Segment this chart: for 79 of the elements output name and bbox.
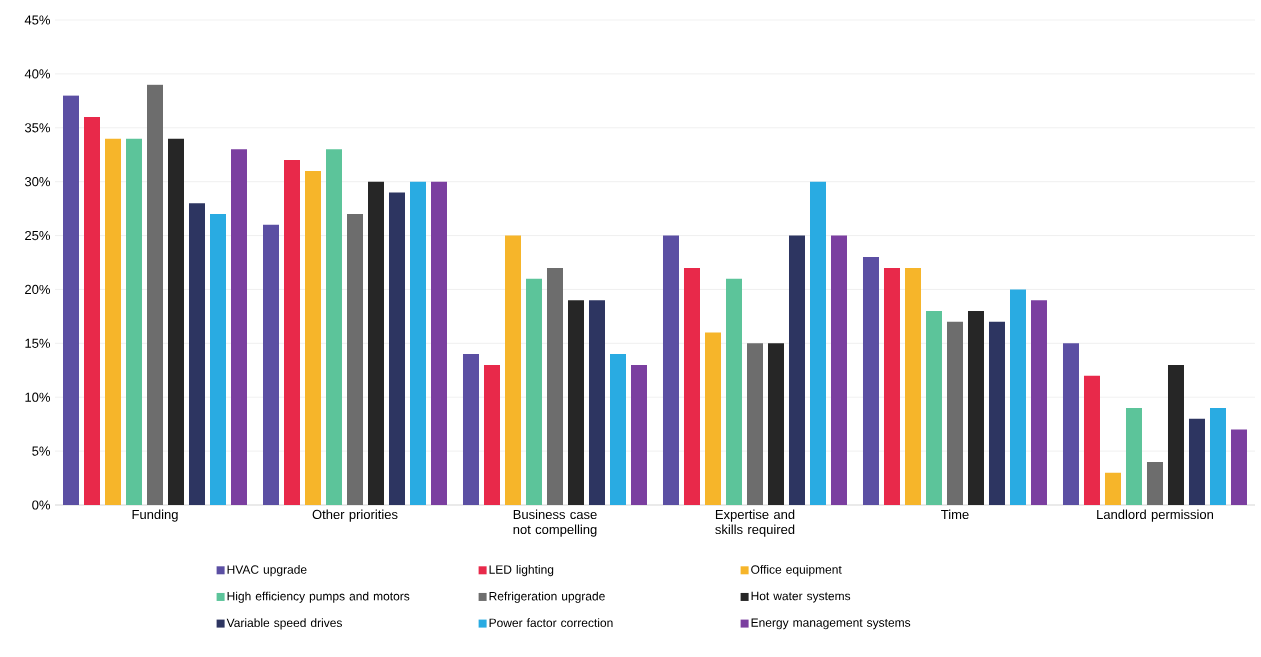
y-tick-label: 45%: [24, 15, 51, 25]
bar: [705, 332, 721, 505]
y-tick-label: 5%: [32, 446, 51, 456]
x-tick-label: Expertise and skills required: [715, 509, 795, 537]
legend-label: LED lighting: [489, 564, 554, 577]
bar: [684, 267, 700, 505]
legend-label: Hot water systems: [751, 591, 851, 603]
bar: [884, 267, 900, 505]
bar: [526, 278, 542, 505]
bar: [589, 300, 605, 505]
bar: [1125, 408, 1142, 505]
bar: [831, 235, 847, 505]
bar: [1209, 408, 1226, 505]
bar: [768, 343, 784, 505]
x-tick-label: Landlord permission: [1097, 509, 1214, 522]
bar: [284, 160, 300, 505]
legend-label: Power factor correction: [489, 618, 613, 628]
bar: [610, 354, 626, 505]
x-tick-label: Time: [941, 509, 969, 520]
legend-label: Refrigeration upgrade: [489, 591, 605, 603]
bar: [568, 300, 584, 505]
bar: [368, 181, 384, 505]
bar: [726, 278, 742, 505]
bar: [1010, 289, 1026, 505]
bar: [1062, 343, 1079, 505]
bar: [1031, 300, 1047, 505]
bar: [505, 235, 521, 505]
x-tick-label: Funding: [132, 509, 178, 522]
bar: [663, 235, 679, 505]
bar: [968, 311, 984, 505]
bar: [926, 311, 942, 505]
bar: [389, 192, 405, 505]
bar: [1104, 472, 1121, 505]
bar: [126, 138, 142, 505]
bar: [147, 84, 163, 505]
bar: [989, 321, 1005, 505]
bar: [305, 170, 321, 505]
y-tick-label: 40%: [24, 69, 51, 79]
y-tick-label: 30%: [24, 177, 51, 187]
legend-label: Office equipment: [751, 564, 842, 577]
bar: [1146, 461, 1163, 505]
bar: [747, 343, 763, 505]
y-tick-label: 15%: [25, 338, 51, 348]
y-tick-label: 0%: [32, 500, 51, 510]
legend-label: HVAC upgrade: [227, 564, 307, 577]
legend-label: Variable speed drives: [226, 618, 342, 630]
bar: [631, 364, 647, 505]
bar: [168, 138, 184, 505]
bar: [789, 235, 805, 505]
bar: [484, 364, 500, 505]
bar: [347, 214, 363, 505]
bar: [63, 95, 79, 505]
bar: [189, 203, 205, 505]
bar: [547, 267, 563, 505]
bar: [210, 214, 226, 505]
y-tick-label: 25%: [25, 230, 51, 241]
bar: [863, 257, 879, 505]
bar: [1188, 418, 1205, 505]
bar: [84, 117, 100, 505]
y-tick-label: 20%: [25, 284, 51, 295]
y-tick-label: 35%: [24, 123, 51, 133]
bar: [1167, 364, 1184, 505]
x-tick-label: Business case not compelling: [513, 509, 597, 537]
bar: [1230, 429, 1247, 505]
bar: [431, 181, 447, 505]
y-tick-label: 10%: [25, 392, 51, 402]
legend-label: Energy management systems: [751, 618, 911, 630]
legend-label: High efficiency pumps and motors: [227, 591, 410, 603]
bar: [810, 181, 826, 505]
bar: [947, 321, 963, 505]
bar: [263, 224, 279, 505]
bar: [1083, 375, 1100, 505]
bar: [326, 149, 342, 505]
bar: [105, 138, 121, 505]
x-tick-label: Other priorities: [312, 509, 398, 522]
bar: [905, 267, 921, 505]
bar: [410, 181, 426, 505]
bar: [231, 149, 247, 505]
bar: [463, 354, 479, 505]
